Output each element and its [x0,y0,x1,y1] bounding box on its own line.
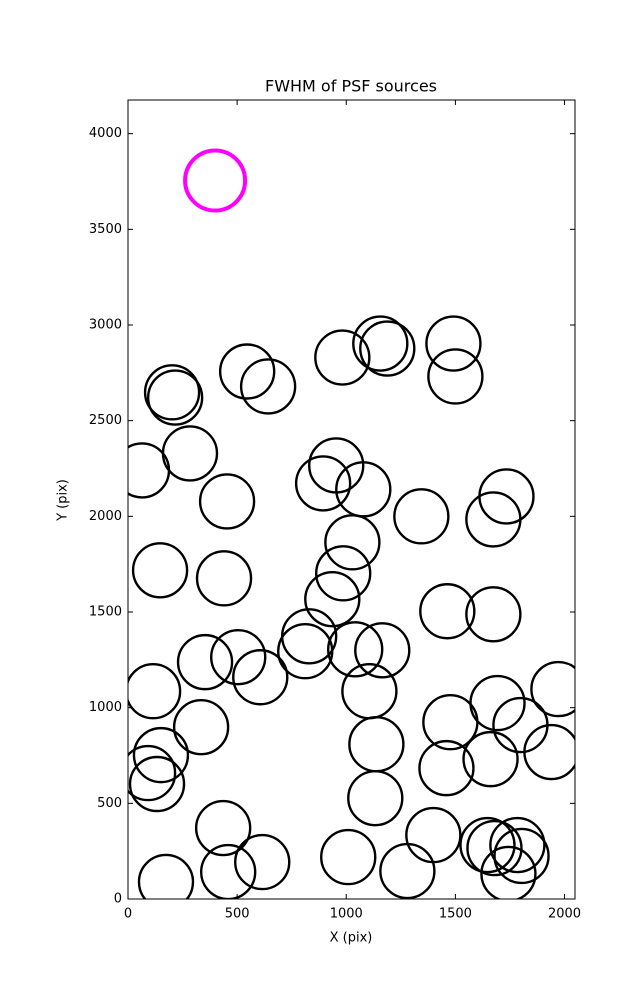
source-circle [422,694,479,751]
x-tick-label: 0 [124,907,132,922]
source-circle [128,663,182,720]
source-circle [128,442,171,499]
y-tick-label: 1500 [89,605,122,620]
y-axis-label: Y (pix) [56,479,71,522]
source-circle [354,622,411,679]
source-circle [327,621,384,678]
source-circle [304,570,361,628]
y-tick-label: 0 [114,892,122,907]
source-circle [218,343,276,400]
source-circle [379,842,436,899]
source-circle [393,488,450,545]
source-circle [277,623,334,680]
source-circle [324,514,381,571]
source-circle [183,148,248,213]
y-tick-label: 4000 [89,126,122,141]
source-circle [210,628,267,686]
source-circle [131,542,189,599]
source-circle [314,329,371,386]
x-tick-label: 2000 [548,907,581,922]
source-circle [347,769,404,827]
source-circle [492,696,549,754]
source-circle [294,455,352,512]
source-circle [128,755,186,813]
source-circle [176,633,234,691]
source-circle [352,315,409,372]
source-circle [359,320,416,377]
source-circle [198,473,256,530]
y-tick-label: 2000 [89,509,122,524]
source-circle [489,816,546,874]
source-circle [405,806,462,864]
plot-area [128,148,575,899]
source-circle [462,730,519,788]
x-tick-label: 500 [225,907,250,922]
source-circle [427,348,484,405]
y-tick-label: 3500 [89,222,122,237]
x-tick-label: 1500 [439,907,472,922]
source-circle [465,586,522,643]
source-circle [199,843,257,899]
source-circle [146,369,204,426]
source-circle [419,583,476,640]
source-circle [466,819,523,877]
source-circle [315,545,372,602]
source-circle [172,698,230,756]
source-circle [161,425,219,482]
source-circle [320,828,377,886]
source-circle [465,491,522,548]
y-tick-label: 2500 [89,413,122,428]
source-circle [137,853,195,899]
source-circle [194,799,252,857]
y-tick-label: 1000 [89,700,122,715]
source-circle [239,358,297,415]
y-tick-label: 500 [97,796,122,811]
x-axis-label: X (pix) [330,931,373,946]
axes-frame [127,99,576,900]
source-circle [143,364,201,421]
source-circle [459,816,516,874]
source-circle [348,716,405,773]
source-circle [530,660,575,718]
source-circle [128,744,177,802]
source-circle [232,649,289,706]
source-circle [493,827,550,885]
source-circle [195,550,253,607]
source-circle [425,315,482,372]
source-circle [469,674,526,732]
source-circle [418,739,475,797]
x-tick-label: 1000 [330,907,363,922]
y-tick-label: 3000 [89,318,122,333]
source-circle [523,723,575,781]
source-circle [480,845,537,899]
source-circle [234,833,291,891]
source-circle [132,726,190,784]
chart-title: FWHM of PSF sources [265,77,437,96]
